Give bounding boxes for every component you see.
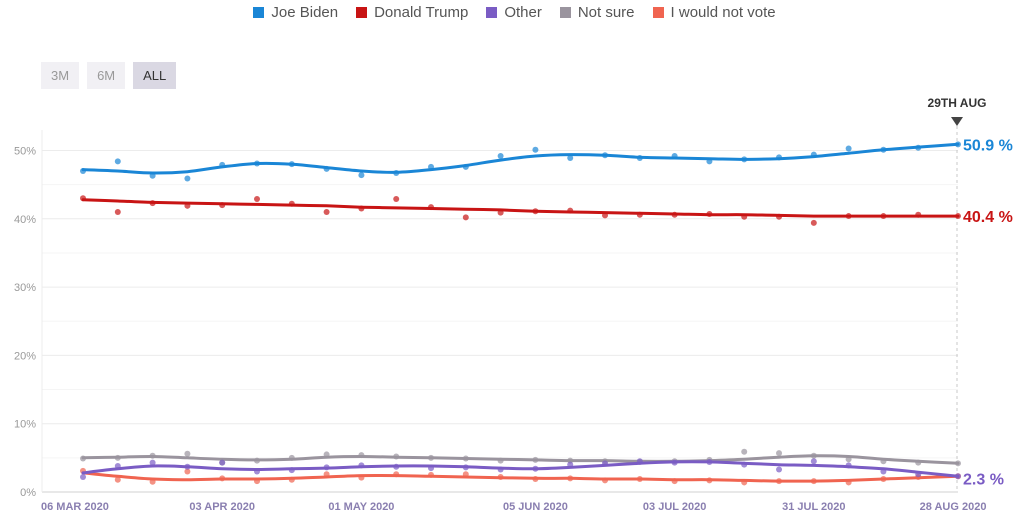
- date-marker: 29TH AUG: [928, 96, 987, 492]
- x-axis: 06 MAR 2020 03 APR 2020 01 MAY 2020 05 JUN …: [41, 501, 986, 513]
- legend-item[interactable]: Donald Trump: [356, 4, 468, 21]
- series-i-would-not-vote: [80, 467, 961, 486]
- legend-swatch: [356, 7, 368, 18]
- series-joe-biden: [80, 141, 961, 182]
- data-point[interactable]: [810, 219, 817, 226]
- x-tick-label: 01 MAY 2020: [328, 501, 394, 513]
- range-3m-button[interactable]: 3M: [41, 62, 80, 89]
- legend-item[interactable]: Not sure: [559, 4, 635, 21]
- data-point[interactable]: [149, 459, 156, 466]
- data-point[interactable]: [532, 146, 539, 153]
- data-point[interactable]: [323, 208, 330, 215]
- data-point[interactable]: [184, 450, 191, 457]
- x-tick-label: 06 MAR 2020: [41, 501, 109, 513]
- data-point[interactable]: [184, 468, 191, 475]
- legend-label: Joe Biden: [271, 4, 339, 21]
- x-tick-label: 28 AUG 2020: [920, 501, 987, 513]
- marker-label: 29TH AUG: [928, 96, 987, 110]
- data-point[interactable]: [254, 195, 261, 202]
- data-point[interactable]: [114, 476, 121, 483]
- series-line: [81, 460, 960, 478]
- end-label-other: 2.3 %: [963, 471, 1004, 488]
- y-tick-label: 50%: [14, 145, 36, 157]
- y-axis: 0% 10% 20% 30% 40% 50%: [14, 145, 36, 499]
- data-point[interactable]: [184, 175, 191, 182]
- legend-item[interactable]: Joe Biden: [253, 4, 338, 21]
- data-point[interactable]: [741, 448, 748, 455]
- end-label-trump: 40.4 %: [963, 209, 1013, 226]
- x-tick-label: 31 JUL 2020: [782, 501, 845, 513]
- legend-swatch: [652, 7, 664, 18]
- data-point[interactable]: [776, 466, 783, 473]
- data-point[interactable]: [219, 459, 226, 466]
- data-point[interactable]: [114, 158, 121, 165]
- range-6m-button[interactable]: 6M: [87, 62, 126, 89]
- data-point[interactable]: [845, 145, 852, 152]
- marker-arrow-icon: [951, 117, 963, 126]
- legend-label: I would not vote: [670, 4, 776, 21]
- data-point[interactable]: [358, 172, 365, 179]
- data-point[interactable]: [567, 155, 574, 162]
- y-tick-label: 0%: [20, 487, 36, 499]
- y-tick-label: 20%: [14, 350, 36, 362]
- series-not-sure: [80, 448, 961, 467]
- legend-swatch: [486, 7, 498, 18]
- data-point[interactable]: [462, 214, 469, 221]
- x-tick-label: 05 JUN 2020: [503, 501, 568, 513]
- data-point[interactable]: [776, 450, 783, 457]
- series-line: [81, 142, 960, 175]
- data-point[interactable]: [810, 458, 817, 465]
- y-tick-label: 30%: [14, 282, 36, 294]
- gridlines: [41, 130, 958, 493]
- y-tick-label: 40%: [14, 214, 36, 226]
- data-point[interactable]: [114, 208, 121, 215]
- series-line: [81, 198, 960, 218]
- data-point[interactable]: [393, 195, 400, 202]
- legend-item[interactable]: I would not vote: [652, 4, 776, 21]
- series-line: [81, 454, 960, 465]
- data-point[interactable]: [80, 473, 86, 480]
- end-label-biden: 50.9 %: [963, 137, 1013, 154]
- legend-swatch: [253, 7, 265, 18]
- series-donald-trump: [80, 195, 961, 226]
- series-line: [81, 471, 960, 483]
- legend-item[interactable]: Other: [486, 4, 542, 21]
- data-point[interactable]: [497, 152, 504, 159]
- series-other: [80, 458, 961, 480]
- legend-label: Donald Trump: [374, 4, 469, 21]
- x-tick-label: 03 JUL 2020: [643, 501, 706, 513]
- chart-legend: Joe Biden Donald Trump Other Not sure I woul…: [0, 4, 1029, 21]
- x-tick-label: 03 APR 2020: [189, 501, 255, 513]
- end-labels: 50.9 % 40.4 % 2.3 %: [963, 137, 1013, 488]
- legend-label: Other: [504, 4, 542, 21]
- legend-label: Not sure: [577, 4, 635, 21]
- y-tick-label: 10%: [14, 419, 36, 431]
- range-selector: 3M 6M ALL: [41, 62, 177, 89]
- range-all-button[interactable]: ALL: [133, 62, 177, 89]
- legend-swatch: [559, 7, 571, 18]
- series-group: [80, 141, 961, 486]
